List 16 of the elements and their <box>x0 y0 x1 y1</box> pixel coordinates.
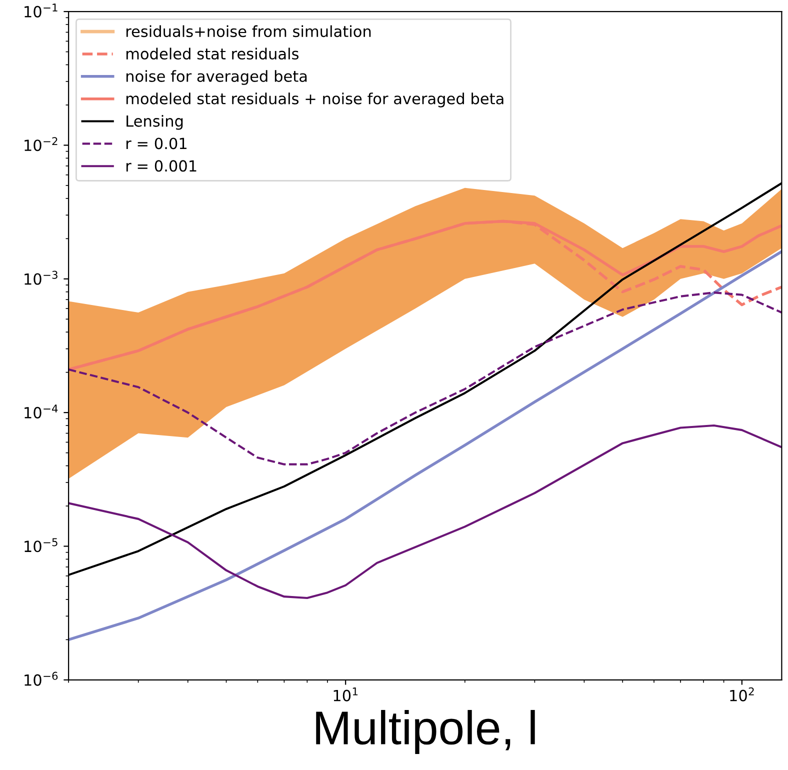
y-tick-label: 10$^{−1}$ <box>24 4 58 18</box>
x-axis-title: Multipole, l <box>316 710 535 754</box>
y-tick-label: 10$^{−6}$ <box>24 672 58 686</box>
legend-label: Lensing <box>126 115 183 130</box>
y-tick-label: 10$^{−4}$ <box>24 404 58 418</box>
y-tick-label: 10$^{−5}$ <box>24 538 58 552</box>
x-tick-label: 10$^{2}$ <box>730 687 754 702</box>
legend-label: r = 0.01 <box>126 138 186 150</box>
legend-label: residuals+noise from simulation <box>126 25 371 38</box>
y-tick-label: 10$^{−3}$ <box>24 270 58 285</box>
legend-label: modeled stat residuals <box>126 48 299 60</box>
x-tick-label: 10$^{1}$ <box>334 687 358 702</box>
legend-label: noise for averaged beta <box>126 70 307 85</box>
legend-label: modeled stat residuals + noise for averaged beta <box>126 92 504 108</box>
y-tick-label: 10$^{−2}$ <box>24 137 58 152</box>
legend-label: r = 0.001 <box>126 160 196 172</box>
